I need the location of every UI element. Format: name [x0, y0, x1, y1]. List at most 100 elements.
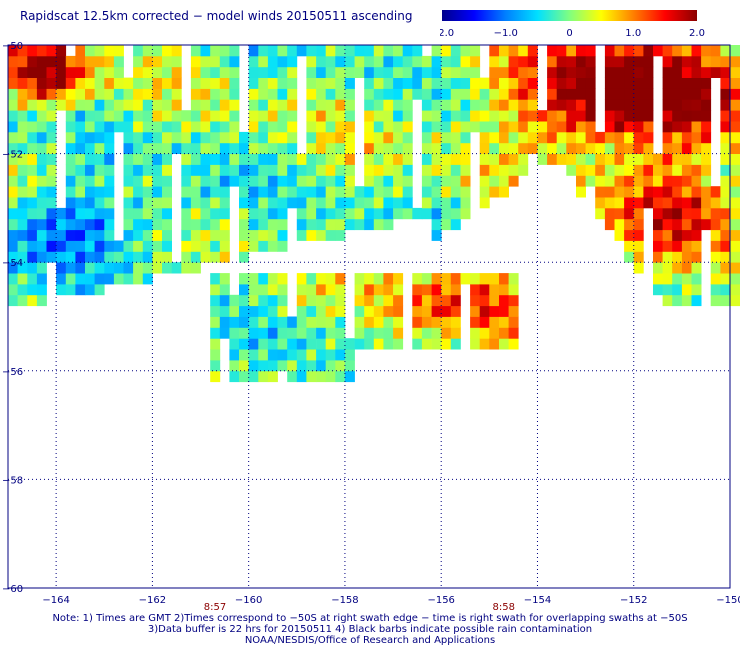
heatmap-cell — [672, 175, 683, 187]
heatmap-cell — [470, 45, 481, 57]
colorbar-gradient — [442, 10, 697, 21]
heatmap-cell — [267, 273, 278, 285]
heatmap-cell — [316, 370, 327, 383]
heatmap-cell — [210, 251, 221, 263]
heatmap-cell — [633, 121, 644, 133]
heatmap-cell — [421, 305, 432, 317]
heatmap-cell — [316, 55, 327, 68]
heatmap-cell — [489, 283, 500, 296]
heatmap-cell — [229, 175, 240, 187]
heatmap-cell — [691, 142, 702, 154]
heatmap-cell — [681, 197, 692, 209]
heatmap-cell — [566, 55, 577, 68]
heatmap-cell — [344, 66, 355, 78]
heatmap-cell — [643, 153, 654, 165]
heatmap-cell — [373, 66, 384, 78]
heatmap-cell — [277, 359, 288, 372]
heatmap-cell — [65, 251, 76, 263]
heatmap-cell — [518, 66, 529, 78]
heatmap-cell — [171, 131, 182, 144]
heatmap-cell — [460, 164, 471, 176]
heatmap-cell — [277, 349, 288, 361]
heatmap-cell — [152, 99, 163, 111]
heatmap-cell — [393, 338, 404, 350]
heatmap-cell — [383, 99, 394, 111]
heatmap-cell — [152, 66, 163, 78]
heatmap-cell — [614, 99, 625, 111]
heatmap-cell — [171, 99, 182, 111]
heatmap-cell — [123, 153, 134, 165]
heatmap-cell — [730, 240, 740, 252]
time-labels: 8:57 8:58 — [204, 602, 515, 612]
heatmap-cell — [316, 131, 327, 144]
heatmap-cell — [537, 142, 548, 154]
heatmap-cell — [585, 175, 596, 187]
heatmap-cell — [229, 327, 240, 339]
heatmap-cell — [113, 55, 124, 68]
heatmap-cell — [152, 131, 163, 144]
heatmap-cell — [152, 55, 163, 68]
heatmap-cell — [633, 45, 644, 57]
heatmap-cell — [142, 207, 153, 220]
heatmap-cell — [277, 294, 288, 307]
heatmap-cell — [267, 55, 278, 68]
heatmap-cell — [624, 218, 635, 231]
heatmap-cell — [162, 240, 172, 252]
heatmap-cell — [701, 197, 712, 209]
heatmap-cell — [431, 218, 442, 231]
heatmap-cell — [441, 197, 452, 209]
heatmap-cell — [681, 240, 692, 252]
heatmap-cell — [123, 197, 134, 209]
heatmap-cell — [104, 273, 115, 285]
heatmap-cell — [508, 66, 519, 78]
heatmap-cell — [681, 218, 692, 231]
heatmap-cell — [402, 110, 413, 122]
heatmap-cell — [133, 142, 144, 154]
heatmap-cell — [277, 338, 288, 350]
heatmap-cell — [229, 131, 240, 144]
heatmap-cell — [85, 110, 95, 122]
heatmap-cell — [316, 175, 327, 187]
heatmap-cell — [710, 66, 721, 78]
heatmap-cell — [316, 66, 327, 78]
heatmap-cell — [287, 142, 298, 154]
heatmap-cell — [316, 197, 327, 209]
heatmap-cell — [393, 88, 404, 100]
heatmap-cell — [316, 316, 327, 328]
heatmap-cell — [499, 77, 509, 89]
heatmap-cell — [133, 240, 144, 252]
heatmap-cell — [441, 294, 452, 307]
heatmap-cell — [662, 197, 673, 209]
heatmap-cell — [441, 283, 452, 296]
heatmap-cell — [412, 294, 423, 307]
heatmap-cell — [200, 207, 211, 220]
heatmap-cell — [672, 262, 683, 274]
heatmap-cell — [210, 349, 221, 361]
heatmap-cell — [730, 186, 740, 198]
heatmap-cell — [46, 131, 57, 144]
heatmap-cell — [633, 207, 644, 220]
heatmap-cell — [267, 349, 278, 361]
heatmap-cell — [373, 142, 384, 154]
heatmap-cell — [287, 370, 298, 383]
heatmap-cell — [624, 175, 635, 187]
heatmap-cell — [527, 110, 538, 122]
heatmap-cell — [17, 197, 28, 209]
heatmap-cell — [171, 55, 182, 68]
heatmap-cell — [431, 175, 442, 187]
heatmap-cell — [672, 207, 683, 220]
heatmap-cell — [421, 207, 432, 220]
heatmap-cell — [267, 327, 278, 339]
heatmap-cell — [248, 349, 259, 361]
heatmap-cell — [162, 99, 172, 111]
heatmap-cell — [518, 77, 529, 89]
colorbar-tick-label: 0 — [566, 28, 572, 39]
heatmap-cell — [75, 99, 86, 111]
heatmap-cell — [142, 153, 153, 165]
heatmap-cell — [210, 45, 221, 57]
heatmap-cell — [85, 88, 95, 100]
heatmap-cell — [431, 283, 442, 296]
heatmap-cell — [65, 88, 76, 100]
heatmap-cell — [672, 186, 683, 198]
heatmap-cell — [171, 77, 182, 89]
